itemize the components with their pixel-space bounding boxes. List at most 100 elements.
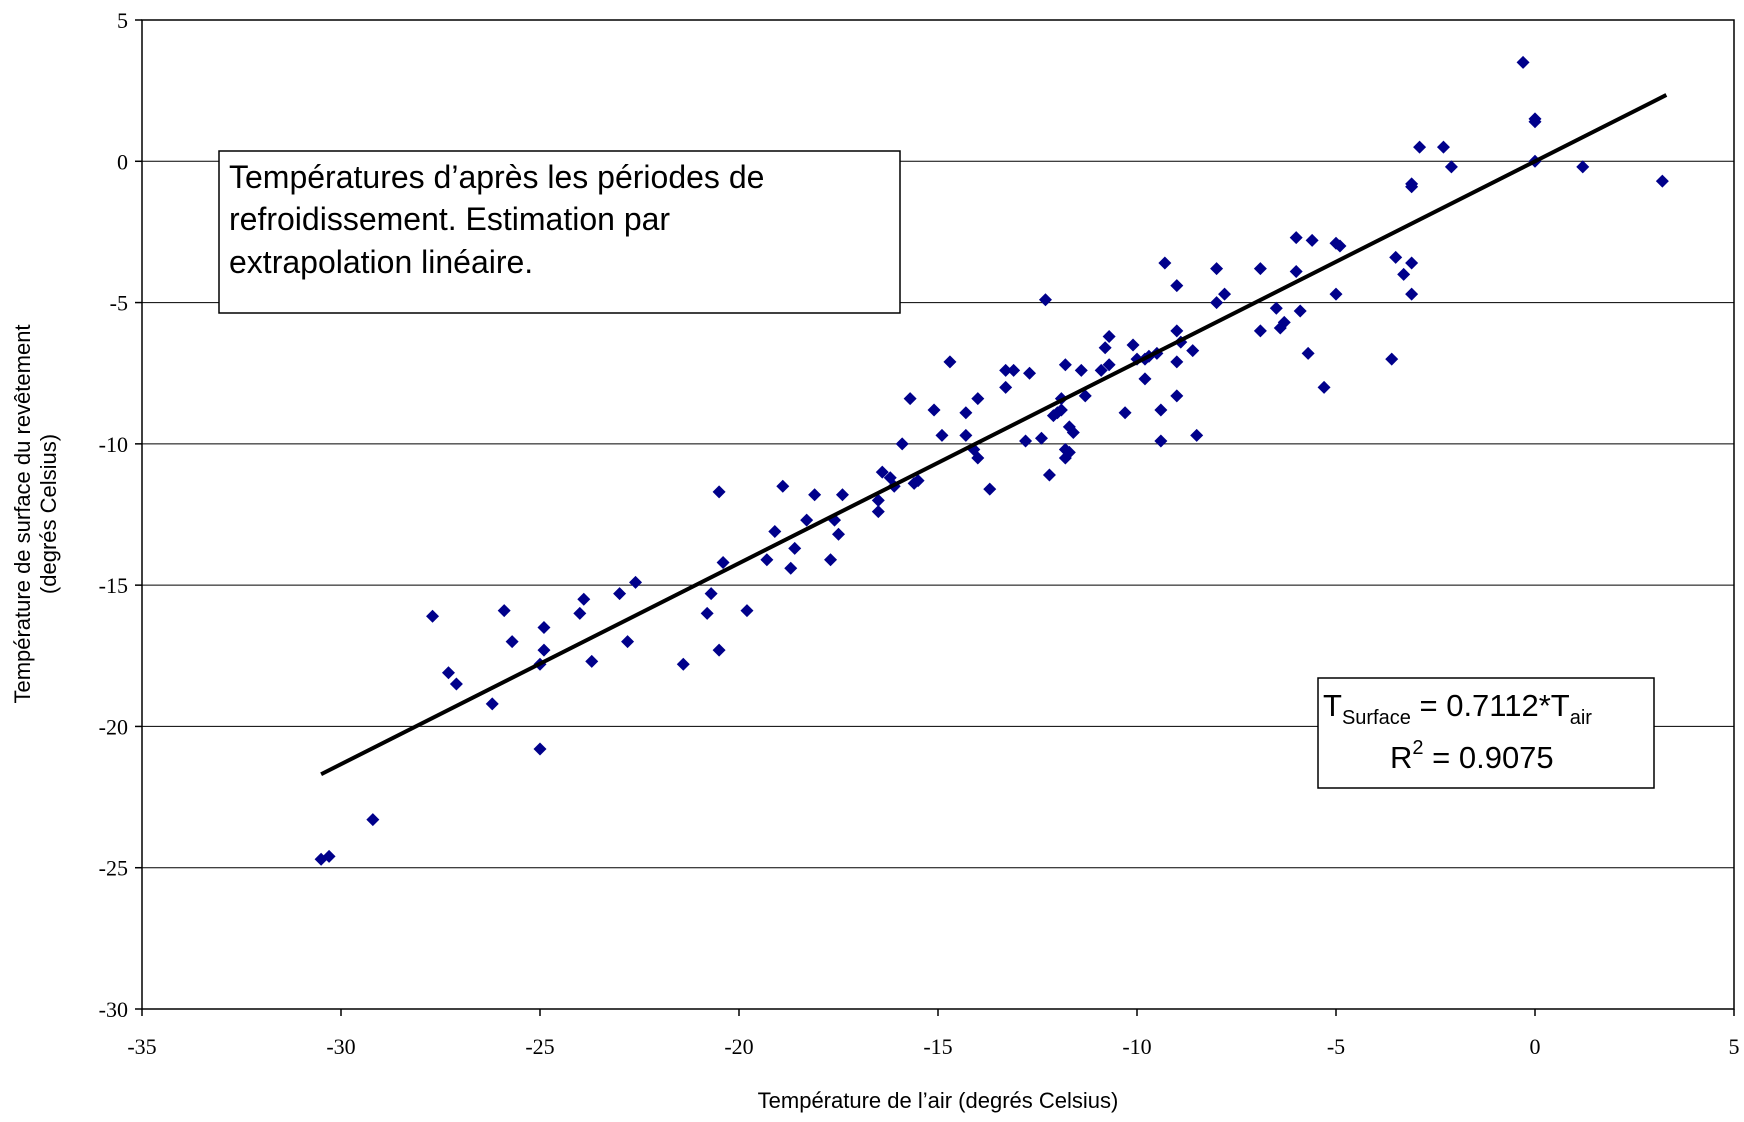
y-axis-title: Température de surface du revêtement (de… xyxy=(10,324,61,703)
data-point xyxy=(1102,358,1116,372)
data-point xyxy=(808,488,822,502)
y-tick-label: -25 xyxy=(99,856,128,881)
data-point xyxy=(768,524,782,538)
x-tick-label: -15 xyxy=(923,1034,952,1059)
data-point xyxy=(1170,355,1184,369)
x-tick-label: 5 xyxy=(1729,1034,1740,1059)
data-point xyxy=(1301,346,1315,360)
data-point xyxy=(1218,287,1232,301)
data-point xyxy=(999,380,1013,394)
data-point xyxy=(788,541,802,555)
data-point xyxy=(1126,338,1140,352)
data-point xyxy=(1054,403,1068,417)
data-point xyxy=(1528,112,1542,126)
data-point xyxy=(1389,250,1403,264)
r2-sup: 2 xyxy=(1412,737,1423,759)
r2-main: R xyxy=(1390,740,1412,775)
data-point xyxy=(1190,428,1204,442)
data-point xyxy=(1385,352,1399,366)
data-point xyxy=(629,575,643,589)
data-point xyxy=(1066,426,1080,440)
data-point xyxy=(1170,389,1184,403)
data-point xyxy=(1655,174,1669,188)
data-point xyxy=(835,488,849,502)
data-point xyxy=(716,556,730,570)
data-point xyxy=(533,742,547,756)
data-point xyxy=(784,561,798,575)
data-point xyxy=(1253,324,1267,338)
data-point xyxy=(971,451,985,465)
data-point xyxy=(1405,256,1419,270)
x-axis-title: Température de l’air (degrés Celsius) xyxy=(758,1088,1119,1113)
data-point xyxy=(712,485,726,499)
data-point xyxy=(1038,293,1052,307)
r-squared: R2 = 0.9075 xyxy=(1390,737,1554,775)
trendline-equation: TSurface = 0.7112*Tair xyxy=(1323,688,1592,729)
trendline xyxy=(320,93,1668,777)
data-point xyxy=(676,657,690,671)
data-point xyxy=(943,355,957,369)
data-point xyxy=(621,635,635,649)
data-point xyxy=(613,587,627,601)
data-point xyxy=(903,392,917,406)
data-point xyxy=(959,428,973,442)
data-point xyxy=(1078,389,1092,403)
data-point xyxy=(959,406,973,420)
data-point xyxy=(871,493,885,507)
y-tick-label: -20 xyxy=(99,714,128,739)
data-point xyxy=(1576,160,1590,174)
data-point xyxy=(1253,262,1267,276)
data-point xyxy=(1170,279,1184,293)
data-point xyxy=(1186,344,1200,358)
data-point xyxy=(577,592,591,606)
y-tick-label: -30 xyxy=(99,997,128,1022)
data-point xyxy=(1094,363,1108,377)
data-point xyxy=(1329,287,1343,301)
y-tick-label: -15 xyxy=(99,573,128,598)
eq-rhs-main: = 0.7112*T xyxy=(1411,688,1570,723)
data-point xyxy=(573,606,587,620)
data-point xyxy=(426,609,440,623)
y-tick-label: -10 xyxy=(99,432,128,457)
y-tick-label: -5 xyxy=(110,291,128,316)
data-point xyxy=(1019,434,1033,448)
data-point xyxy=(740,604,754,618)
x-tick-label: -20 xyxy=(724,1034,753,1059)
data-point xyxy=(776,479,790,493)
data-point xyxy=(1436,140,1450,154)
annotation-line-2: refroidissement. Estimation par xyxy=(229,201,670,237)
data-point xyxy=(1333,239,1347,253)
data-point xyxy=(1289,264,1303,278)
data-point xyxy=(1074,363,1088,377)
data-point xyxy=(927,403,941,417)
data-point xyxy=(1098,341,1112,355)
data-point xyxy=(700,606,714,620)
data-point xyxy=(1007,363,1021,377)
data-point xyxy=(1158,256,1172,270)
data-point xyxy=(585,654,599,668)
data-point xyxy=(1397,267,1411,281)
y-tick-label: 0 xyxy=(117,149,128,174)
data-point xyxy=(895,437,909,451)
data-point xyxy=(366,813,380,827)
annotation-box: Températures d’après les périodes de ref… xyxy=(218,150,901,314)
data-point xyxy=(911,474,925,488)
data-point xyxy=(537,643,551,657)
data-point xyxy=(497,604,511,618)
data-point xyxy=(983,482,997,496)
data-point xyxy=(824,553,838,567)
data-point xyxy=(832,527,845,541)
data-point xyxy=(1317,380,1331,394)
data-point xyxy=(871,505,885,519)
data-point xyxy=(537,621,551,635)
data-point xyxy=(1138,372,1152,386)
data-point xyxy=(1210,296,1224,310)
data-point xyxy=(800,513,814,527)
x-tick-label: -5 xyxy=(1327,1034,1345,1059)
data-point xyxy=(1405,287,1419,301)
eq-lhs-sub: Surface xyxy=(1342,707,1411,729)
data-point xyxy=(1058,358,1072,372)
data-point xyxy=(485,697,499,711)
eq-rhs-sub: air xyxy=(1570,707,1593,729)
